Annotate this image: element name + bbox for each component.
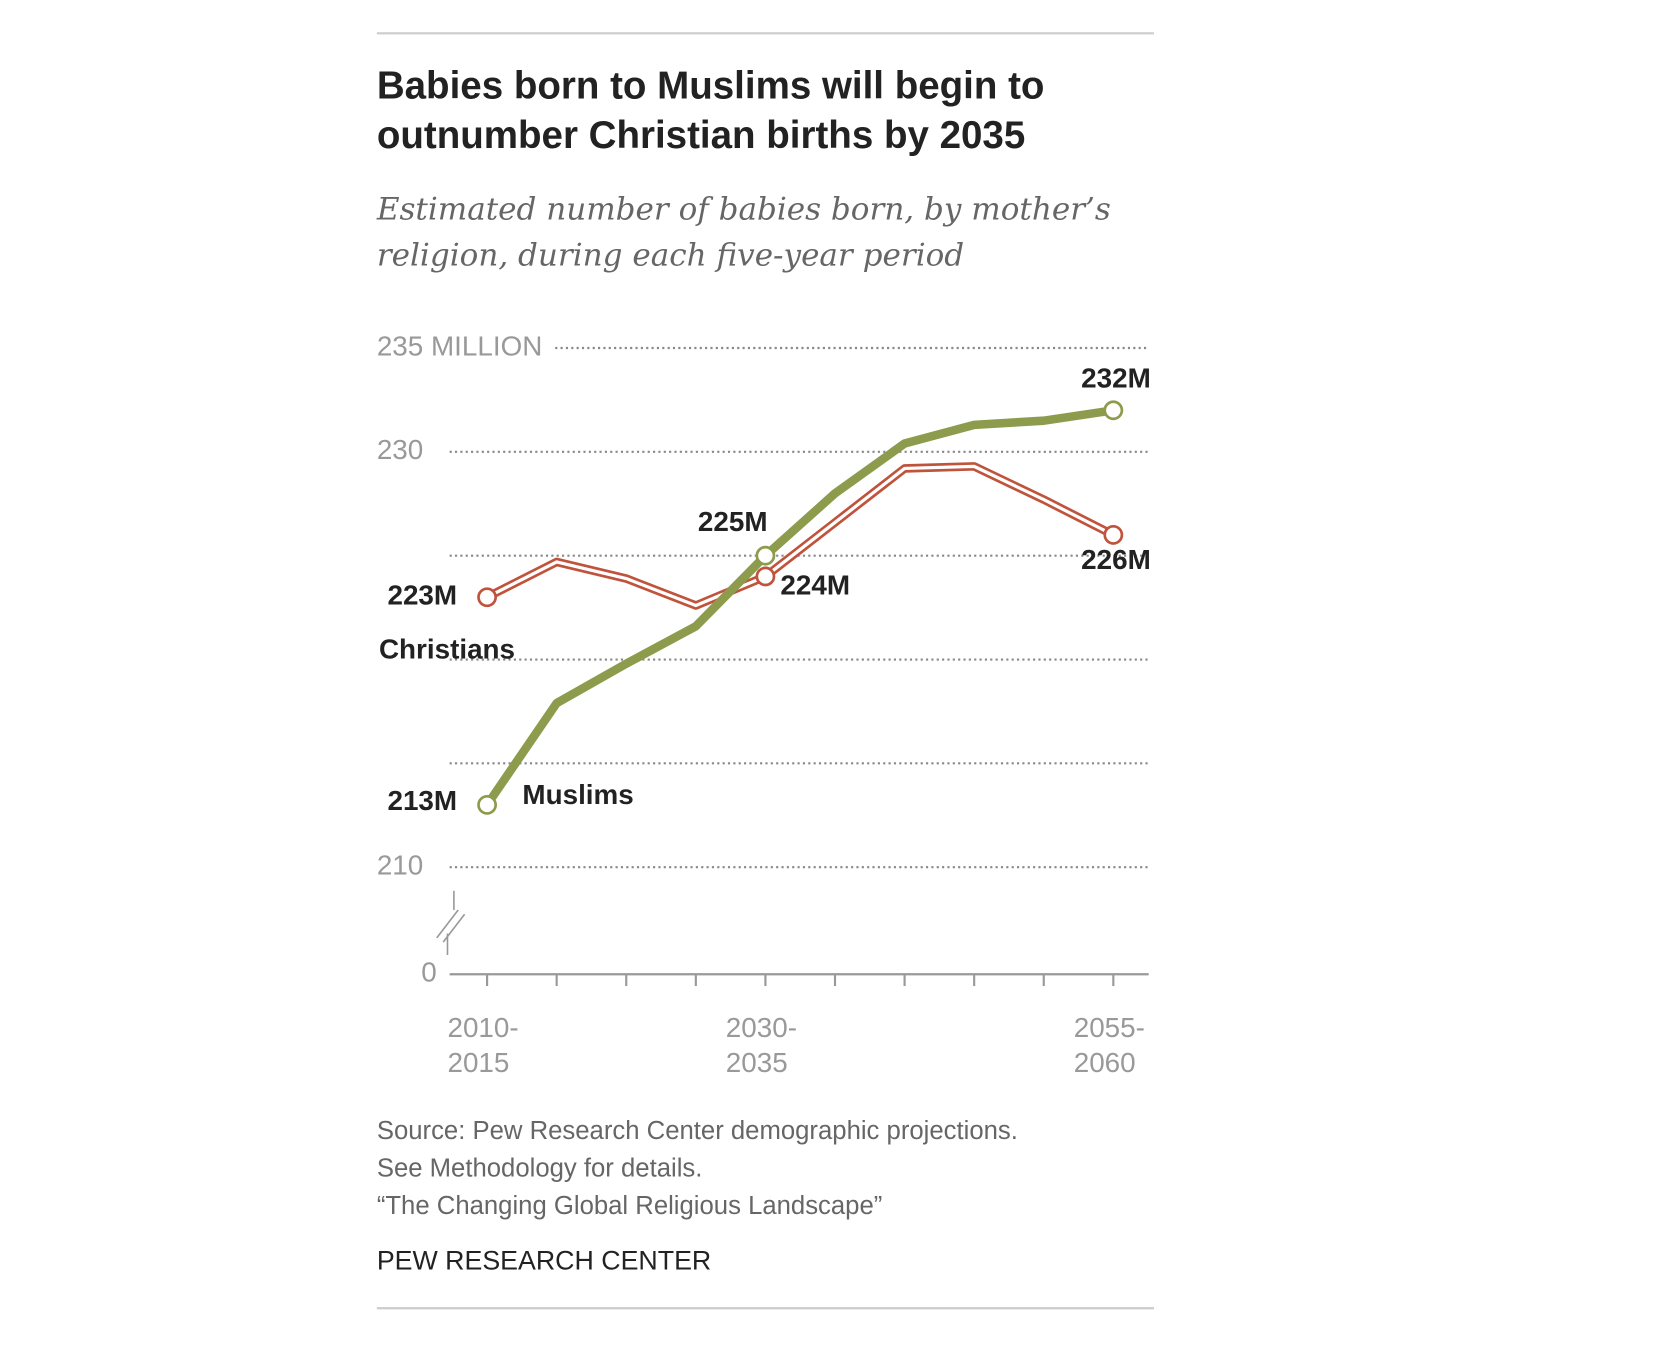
y-tick-label: 230 <box>377 434 423 465</box>
series-label: Muslims <box>522 779 633 810</box>
value-label: 225M <box>698 506 768 537</box>
series-line-inner <box>486 464 1115 608</box>
x-tick-label-line: 2055- <box>1074 1012 1145 1043</box>
x-tick-label-line: 2035 <box>726 1048 788 1079</box>
x-tick-label-line: 2015 <box>447 1048 509 1079</box>
credit: PEW RESEARCH CENTER <box>377 1246 711 1276</box>
x-tick-label-line: 2030- <box>726 1012 797 1043</box>
source-note: “The Changing Global Religious Landscape… <box>377 1192 883 1220</box>
point-marker <box>477 587 497 608</box>
value-label: 232M <box>1081 363 1151 394</box>
series-label: Christians <box>379 633 515 664</box>
point-marker <box>1103 525 1124 545</box>
source-note: Source: Pew Research Center demographic … <box>377 1117 1018 1145</box>
y-tick-label: 235 MILLION <box>377 330 543 361</box>
value-label: 213M <box>387 785 457 816</box>
chart-subtitle: Estimated number of babies born, by moth… <box>376 192 1111 228</box>
chart-title: Babies born to Muslims will begin to <box>377 65 1045 108</box>
point-marker <box>755 566 776 587</box>
source-note: See Methodology for details. <box>377 1155 703 1183</box>
value-label: 224M <box>780 570 850 601</box>
point-marker <box>1103 400 1124 421</box>
point-marker <box>477 794 497 815</box>
y-tick-label: 210 <box>377 850 423 881</box>
x-tick-label-line: 2010- <box>447 1012 518 1043</box>
x-tick-label: 2030- 2035 <box>726 1012 797 1078</box>
point-marker <box>755 545 776 566</box>
value-label: 226M <box>1081 544 1151 575</box>
x-tick-label-line: 2060 <box>1074 1048 1136 1079</box>
x-tick-label: 2010- 2015 <box>447 1012 518 1078</box>
series-line <box>483 406 1114 808</box>
y-tick-label: 0 <box>421 957 436 988</box>
chart-title: outnumber Christian births by 2035 <box>377 114 1025 157</box>
value-label: 223M <box>387 580 457 611</box>
chart-subtitle: religion, during each five-year period <box>377 238 964 274</box>
x-tick-label: 2055- 2060 <box>1074 1012 1145 1078</box>
axis-break <box>436 890 466 955</box>
